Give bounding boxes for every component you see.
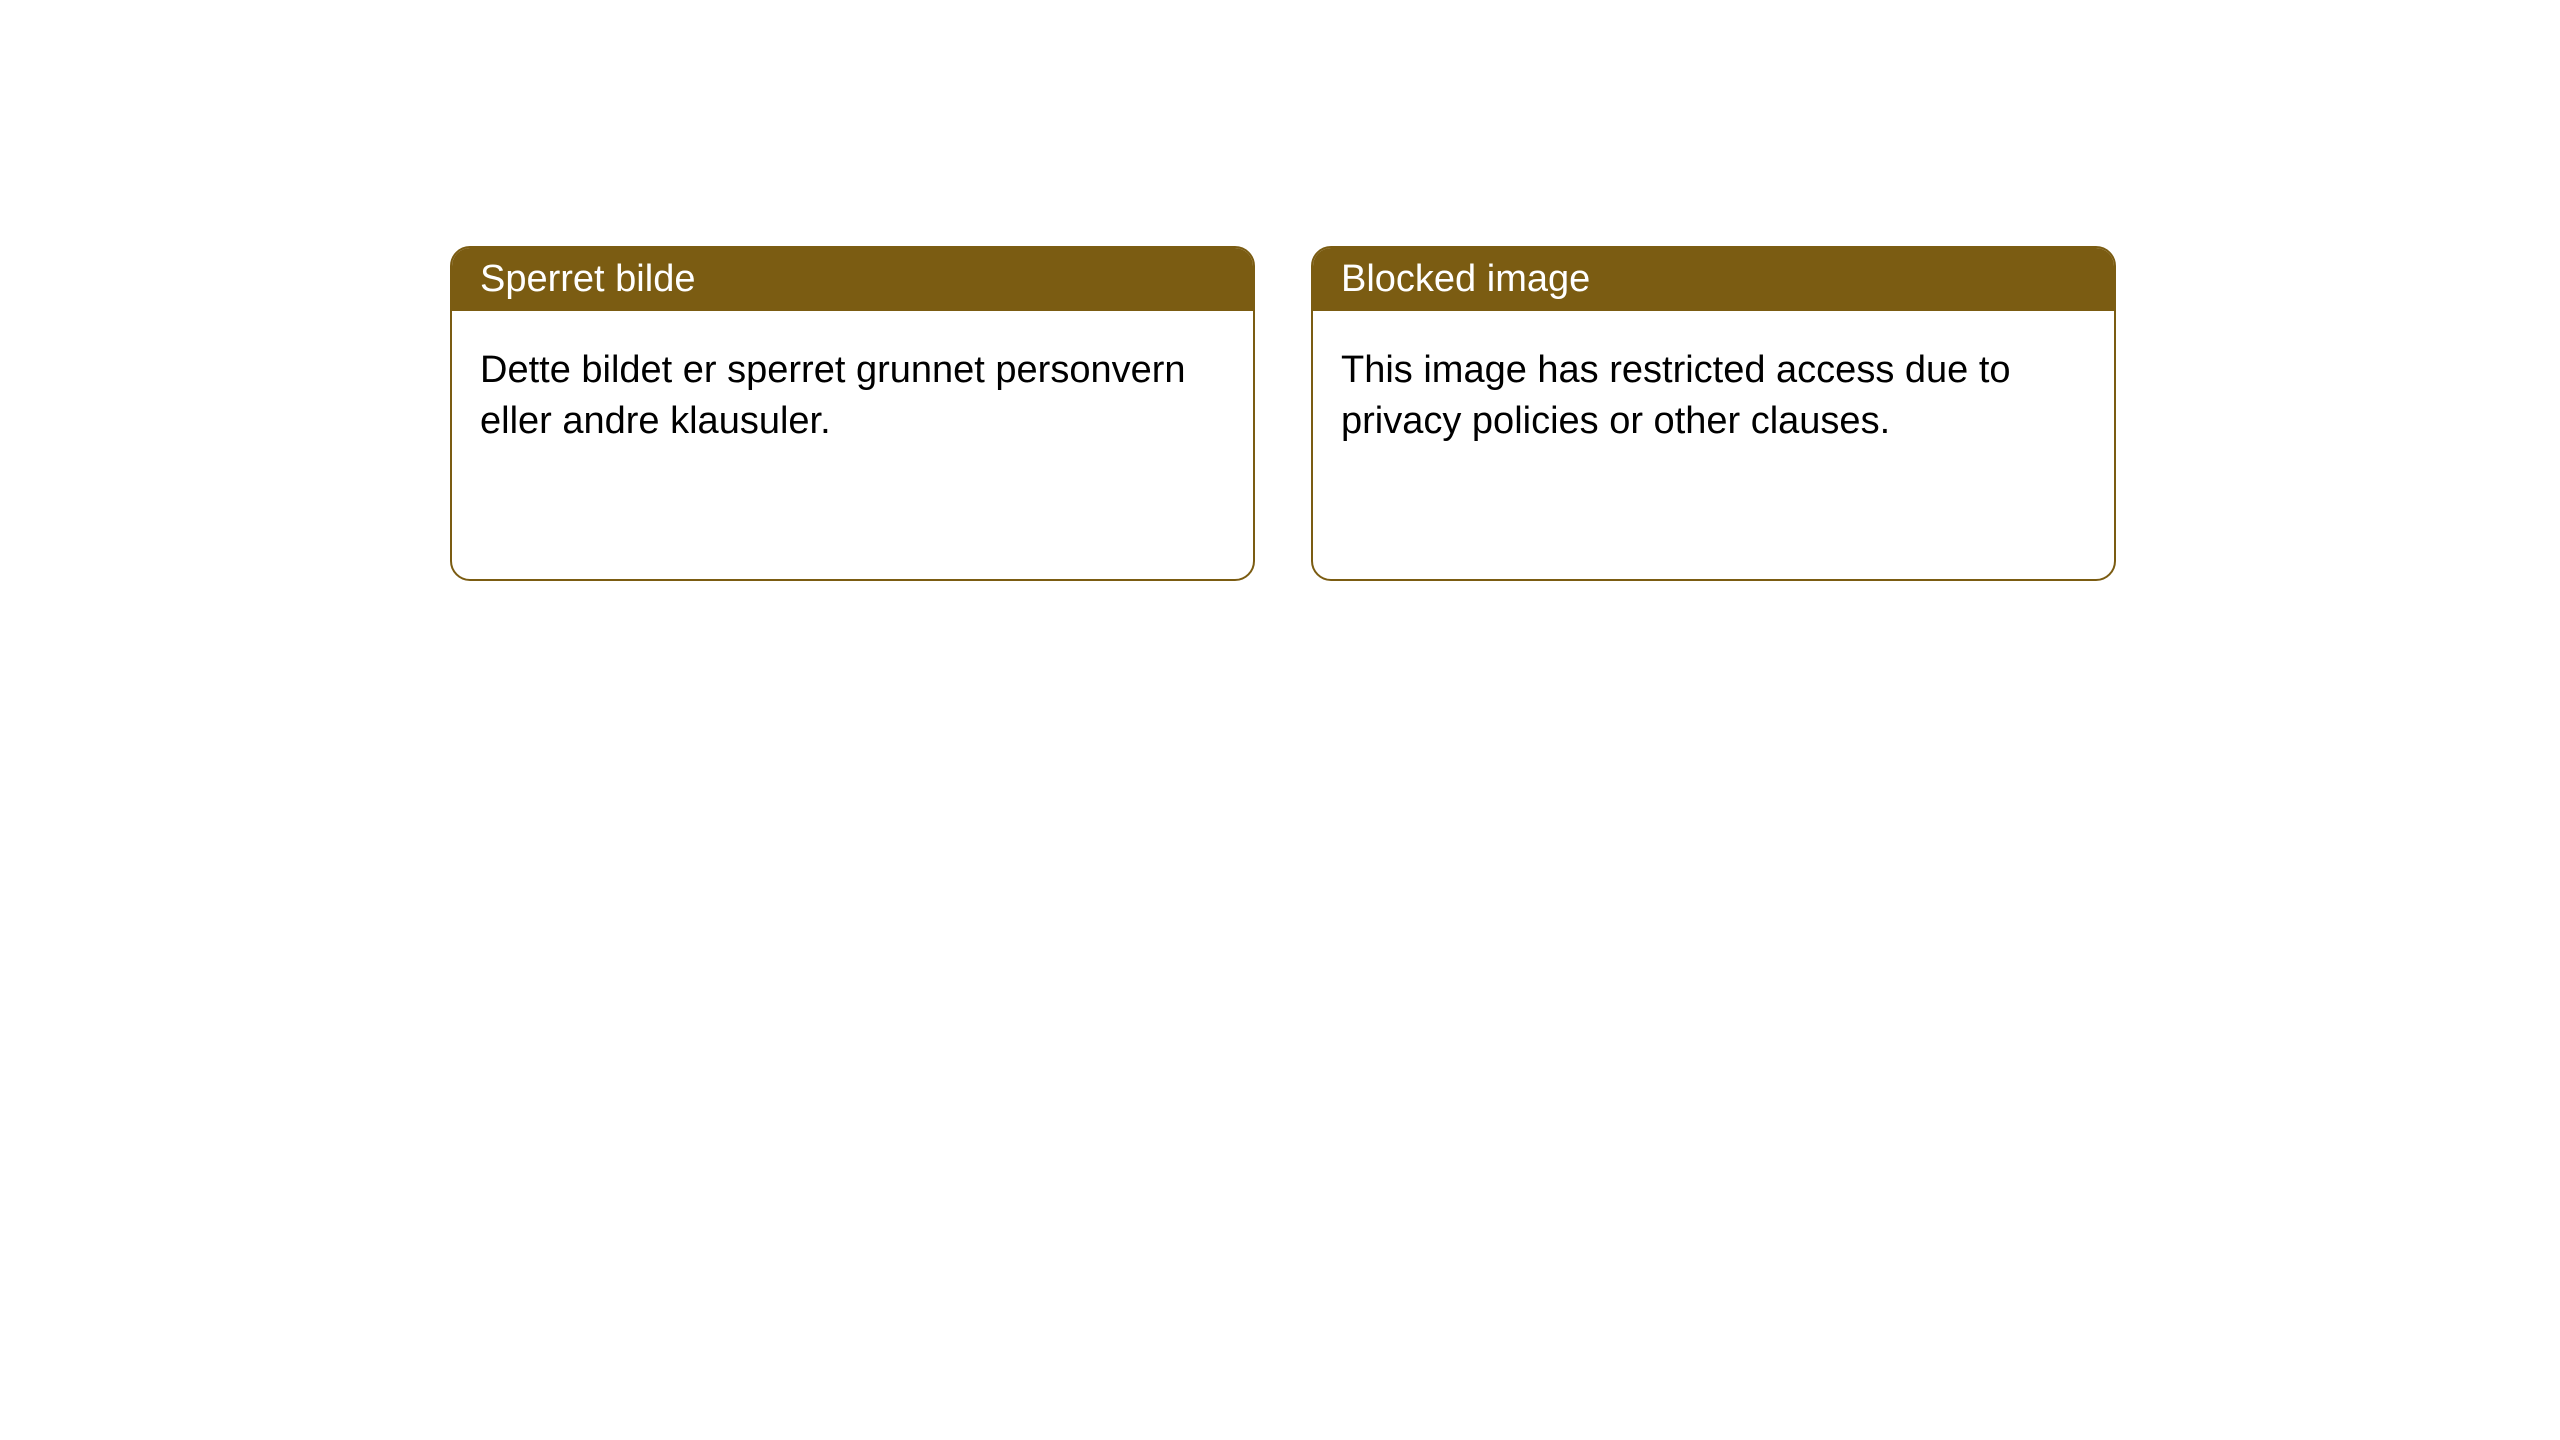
notice-card-norwegian: Sperret bilde Dette bildet er sperret gr… — [450, 246, 1255, 581]
notice-title: Sperret bilde — [480, 258, 695, 300]
notices-container: Sperret bilde Dette bildet er sperret gr… — [0, 0, 2560, 581]
notice-body-text: This image has restricted access due to … — [1341, 349, 2011, 442]
notice-body-text: Dette bildet er sperret grunnet personve… — [480, 349, 1186, 442]
notice-header: Sperret bilde — [452, 248, 1253, 311]
notice-body: This image has restricted access due to … — [1313, 311, 2114, 482]
notice-card-english: Blocked image This image has restricted … — [1311, 246, 2116, 581]
notice-header: Blocked image — [1313, 248, 2114, 311]
notice-title: Blocked image — [1341, 258, 1590, 300]
notice-body: Dette bildet er sperret grunnet personve… — [452, 311, 1253, 482]
